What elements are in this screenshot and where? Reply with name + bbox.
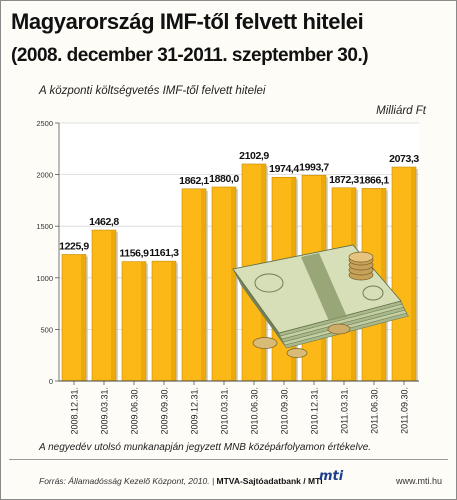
footer-rule bbox=[9, 459, 448, 460]
bar-value-label: 1161,3 bbox=[149, 247, 179, 259]
x-tick-label: 2009.03.31. bbox=[100, 387, 110, 435]
x-tick-label: 2011.03.31. bbox=[340, 387, 350, 434]
bar-value-label: 1862,1 bbox=[179, 175, 209, 187]
y-tick-label: 1500 bbox=[36, 222, 53, 231]
y-tick-label: 500 bbox=[40, 325, 53, 334]
bar-highlight bbox=[111, 230, 116, 381]
x-tick-label: 2010.12.31. bbox=[310, 387, 320, 435]
bar-value-label: 2073,3 bbox=[389, 153, 419, 165]
y-tick-label: 2000 bbox=[36, 171, 53, 180]
bar-value-label: 1993,7 bbox=[299, 161, 329, 173]
x-tick-label: 2011.06.30. bbox=[370, 387, 380, 434]
bar-highlight bbox=[171, 261, 176, 381]
agency-suffix: MTI bbox=[308, 476, 323, 486]
bar-value-label: 2102,9 bbox=[239, 150, 269, 162]
bar-highlight bbox=[231, 186, 236, 381]
footnote: A negyedév utolsó munkanapján jegyzett M… bbox=[39, 442, 372, 453]
agency-text: MTVA-Sajtóadatbank bbox=[216, 476, 301, 486]
bar-highlight bbox=[81, 254, 86, 381]
coin bbox=[327, 323, 351, 335]
bar-chart: 0 500 1000 1500 2000 2500 1225,9 2008.12.31. 146… bbox=[36, 119, 420, 435]
coin bbox=[286, 348, 308, 358]
bar-highlight bbox=[411, 167, 416, 381]
website-link[interactable]: www.mti.hu bbox=[395, 476, 442, 486]
bar-value-label: 1866,1 bbox=[359, 174, 389, 186]
x-tick-label: 2009.12.31. bbox=[190, 387, 200, 435]
x-tick-label: 2010.09.30. bbox=[280, 387, 290, 435]
y-axis-unit: Milliárd Ft bbox=[376, 105, 426, 117]
coin-stack-top bbox=[348, 251, 374, 263]
banknote-emblem bbox=[254, 273, 284, 293]
bar-highlight bbox=[201, 188, 206, 381]
coin bbox=[252, 337, 278, 349]
footer: Forrás: Államadósság Kezelő Központ, 201… bbox=[1, 459, 456, 499]
banknote-band bbox=[301, 253, 347, 321]
x-tick-label: 2008.12.31. bbox=[70, 387, 80, 435]
bar-value-label: 1872,3 bbox=[329, 174, 359, 186]
x-tick-label: 2010.06.30. bbox=[250, 387, 260, 435]
bar-value-label: 1225,9 bbox=[59, 240, 89, 252]
chart-title: Magyarország IMF-től felvett hitelei bbox=[11, 9, 364, 34]
y-tick-label: 1000 bbox=[36, 274, 53, 283]
banknote-emblem bbox=[362, 285, 384, 301]
bar-value-label: 1880,0 bbox=[209, 173, 239, 185]
chart-date-range: (2008. december 31-2011. szeptember 30.) bbox=[11, 45, 369, 66]
y-tick-label: 2500 bbox=[36, 119, 53, 128]
source-text: Forrás: Államadósság Kezelő Központ, 201… bbox=[39, 476, 210, 486]
bar-value-label: 1462,8 bbox=[89, 216, 119, 228]
bar-highlight bbox=[141, 261, 146, 381]
y-tick-label: 0 bbox=[49, 377, 53, 386]
bar-value-label: 1156,9 bbox=[119, 248, 149, 260]
x-tick-label: 2010.03.31. bbox=[220, 387, 230, 435]
x-tick-label: 2009.06.30. bbox=[130, 387, 140, 435]
x-tick-label: 2009.09.30. bbox=[160, 387, 170, 435]
bar-value-label: 1974,4 bbox=[269, 163, 299, 175]
money-illustration bbox=[232, 244, 410, 358]
chart-subtitle: A központi költségvetés IMF-től felvett … bbox=[39, 85, 266, 97]
mti-logo: mti bbox=[319, 469, 344, 484]
source-line: Forrás: Államadósság Kezelő Központ, 201… bbox=[39, 476, 323, 486]
x-tick-label: 2011.09.30. bbox=[400, 387, 410, 434]
